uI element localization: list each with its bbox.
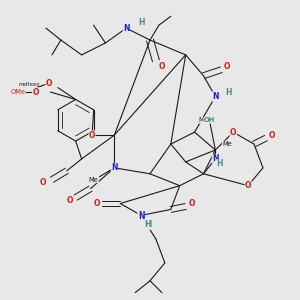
Text: N: N — [138, 211, 144, 220]
Text: methoxy: methoxy — [19, 82, 40, 86]
Text: H: H — [144, 220, 151, 230]
Text: O: O — [46, 79, 52, 88]
Text: O: O — [67, 196, 73, 205]
Text: N: N — [123, 24, 130, 33]
Text: O: O — [230, 128, 236, 137]
Text: N: N — [212, 92, 219, 101]
Text: Me: Me — [199, 117, 208, 123]
Text: N: N — [138, 212, 144, 221]
Text: OMe: OMe — [10, 89, 25, 95]
Text: H: H — [226, 88, 232, 97]
Text: Me: Me — [89, 177, 98, 183]
Text: H: H — [145, 220, 152, 229]
Text: N: N — [212, 154, 219, 164]
Text: H: H — [217, 160, 223, 169]
Text: O: O — [224, 62, 230, 71]
Text: O: O — [40, 178, 46, 187]
Text: O: O — [89, 130, 95, 140]
Text: N: N — [212, 92, 219, 101]
Text: O: O — [159, 62, 165, 71]
Text: O: O — [188, 199, 195, 208]
Text: O: O — [32, 88, 39, 97]
Text: O: O — [245, 181, 251, 190]
Text: H: H — [138, 18, 144, 27]
Text: OH: OH — [204, 117, 215, 123]
Text: O: O — [268, 130, 275, 140]
Text: Me: Me — [222, 141, 232, 147]
Text: N: N — [111, 163, 118, 172]
Text: O: O — [93, 199, 100, 208]
